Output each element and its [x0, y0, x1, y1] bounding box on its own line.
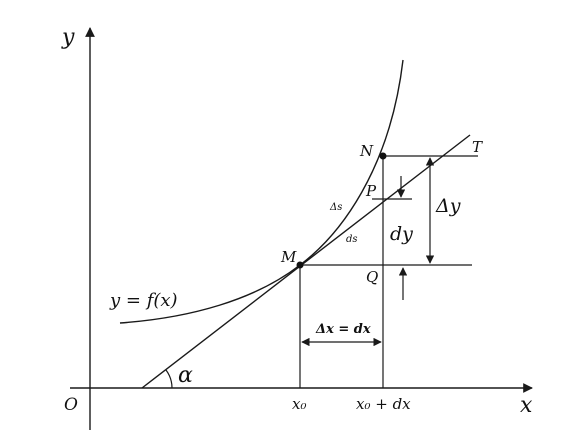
origin-label: O	[64, 395, 78, 415]
curve-f	[119, 59, 404, 324]
y-axis-label: y	[61, 25, 75, 50]
label-x0-dx: x₀ + dx	[356, 395, 411, 413]
label-delta-x: Δx = dx	[315, 322, 371, 337]
label-ds: ds	[346, 234, 358, 245]
label-x0: x₀	[292, 395, 306, 413]
label-curve: y = f(x)	[109, 290, 178, 311]
tangent-line	[141, 134, 471, 389]
label-T: T	[472, 138, 483, 156]
label-delta-s: Δs	[329, 202, 342, 213]
label-P: P	[365, 182, 377, 200]
label-N: N	[359, 142, 374, 160]
point-N	[379, 152, 387, 160]
label-delta-y: Δy	[435, 195, 461, 217]
label-M: M	[280, 248, 297, 266]
label-dy: dy	[390, 223, 413, 245]
point-M	[296, 261, 304, 269]
label-Q: Q	[366, 268, 378, 286]
alpha-arc	[165, 369, 173, 389]
x-axis-label: x	[520, 393, 533, 418]
label-alpha: α	[178, 363, 193, 388]
